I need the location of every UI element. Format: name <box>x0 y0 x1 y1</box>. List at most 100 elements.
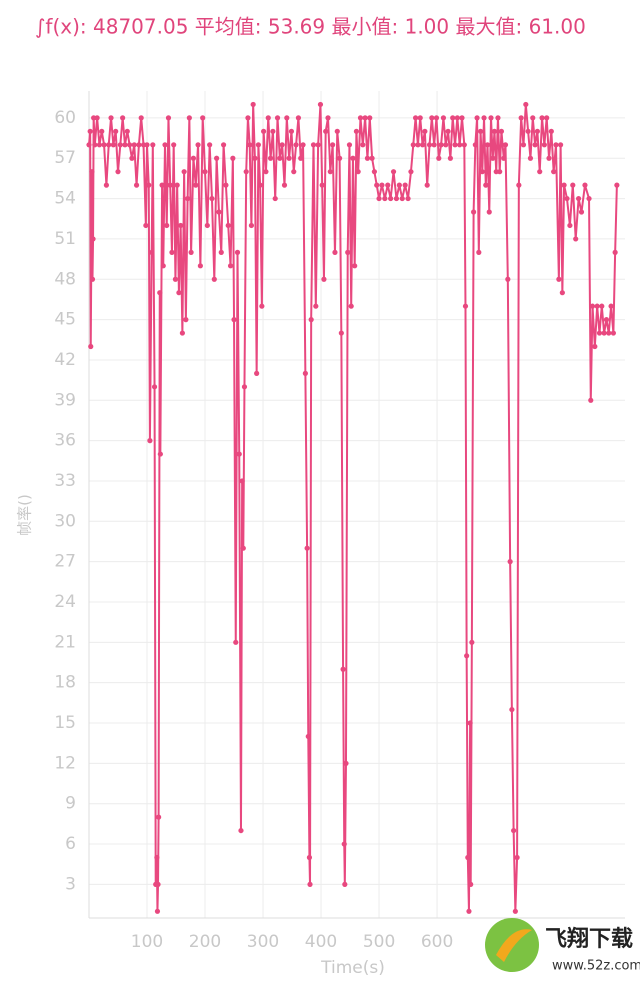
data-point <box>230 155 236 161</box>
data-point <box>157 290 163 296</box>
data-point <box>236 451 242 457</box>
y-tick-label: 27 <box>54 552 76 572</box>
data-point <box>461 142 467 148</box>
data-point <box>94 115 100 121</box>
data-point <box>426 142 433 148</box>
data-point <box>360 142 366 148</box>
data-point <box>277 155 283 161</box>
data-point <box>523 101 529 108</box>
y-tick-label: 48 <box>54 269 76 289</box>
data-point <box>190 155 197 161</box>
data-point <box>346 142 353 148</box>
data-point <box>594 303 600 309</box>
data-point <box>614 182 620 188</box>
data-point <box>353 128 360 134</box>
data-point <box>233 639 239 645</box>
x-axis-label: Time(s) <box>320 958 385 978</box>
data-point <box>452 142 458 148</box>
x-tick-label: 400 <box>305 932 337 952</box>
data-point <box>319 182 325 188</box>
data-point <box>200 115 206 121</box>
data-point <box>516 182 522 188</box>
data-point <box>532 142 538 148</box>
data-point <box>606 330 612 336</box>
y-tick-label: 45 <box>54 310 76 330</box>
data-point <box>559 290 565 296</box>
data-point <box>96 142 103 148</box>
data-point <box>261 128 267 134</box>
data-point <box>106 142 112 148</box>
y-tick-label: 15 <box>54 713 76 733</box>
data-point <box>248 222 255 229</box>
data-point <box>459 115 465 121</box>
x-tick-label: 200 <box>189 932 221 952</box>
data-point <box>570 182 576 188</box>
data-point <box>240 545 246 551</box>
data-point <box>150 142 156 148</box>
x-tick-label: 600 <box>421 932 453 952</box>
data-point <box>267 155 274 161</box>
data-point <box>313 303 319 309</box>
data-point <box>385 182 391 188</box>
data-point <box>120 115 126 121</box>
data-point <box>348 303 354 309</box>
data-point <box>548 128 554 134</box>
data-point <box>174 182 180 188</box>
data-point <box>345 249 351 255</box>
data-point <box>186 115 192 121</box>
data-point <box>589 303 596 309</box>
data-point <box>556 276 562 282</box>
y-tick-label: 39 <box>54 390 76 410</box>
data-point <box>470 209 477 215</box>
data-point <box>144 142 150 148</box>
data-point <box>481 115 487 121</box>
data-point <box>362 115 368 121</box>
data-point <box>220 142 227 148</box>
data-point <box>479 169 485 175</box>
data-point <box>505 276 511 282</box>
y-tick-label: 30 <box>54 511 76 531</box>
data-point <box>512 908 518 914</box>
data-point <box>379 182 385 188</box>
data-point <box>305 733 311 740</box>
data-point <box>592 343 598 350</box>
watermark: 飞翔下载 www.52z.com <box>485 918 640 974</box>
data-point <box>454 115 460 121</box>
data-point <box>99 128 105 134</box>
data-point <box>252 155 258 161</box>
data-point <box>364 155 371 161</box>
data-point <box>172 276 179 282</box>
data-point <box>291 169 297 175</box>
data-point <box>467 720 473 726</box>
data-point <box>225 222 231 229</box>
data-point <box>483 182 489 188</box>
data-point <box>578 209 585 215</box>
data-point <box>216 209 222 215</box>
data-point <box>115 169 121 175</box>
data-point <box>402 182 408 188</box>
data-point <box>477 128 484 134</box>
data-point <box>302 370 308 376</box>
y-axis-label: 帧率() <box>16 494 34 536</box>
data-point <box>169 249 175 255</box>
data-point <box>86 142 92 148</box>
data-point <box>295 115 302 121</box>
data-point <box>293 142 299 148</box>
y-tick-label: 21 <box>54 632 76 652</box>
data-point <box>181 169 187 175</box>
data-point <box>408 169 414 175</box>
data-point <box>133 182 140 188</box>
data-point <box>122 142 128 148</box>
data-point <box>424 182 430 188</box>
data-point <box>321 276 327 282</box>
plot-area: 3691215182124273033363942454851545760100… <box>54 91 625 952</box>
y-tick-label: 60 <box>54 108 76 128</box>
data-point <box>204 222 210 229</box>
data-point <box>202 169 208 175</box>
data-point <box>501 155 507 161</box>
data-point <box>131 142 137 148</box>
data-point <box>530 115 536 121</box>
data-point <box>300 142 306 148</box>
data-point <box>612 249 618 255</box>
